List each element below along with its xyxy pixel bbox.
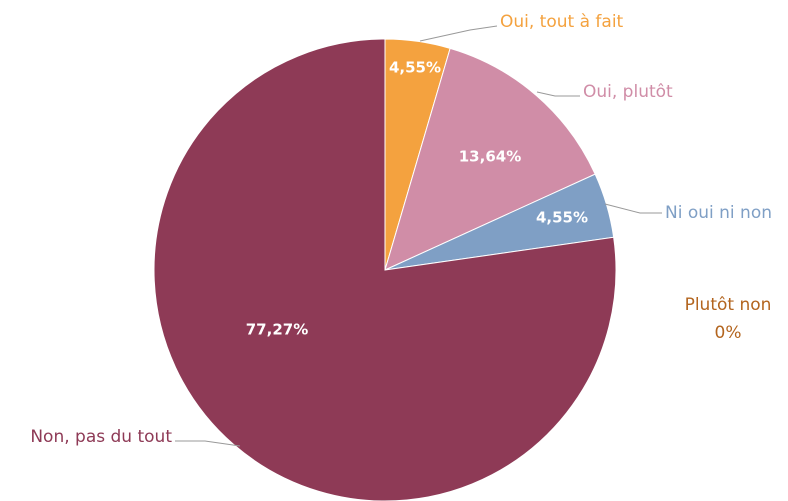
category-label: Ni oui ni non [665, 203, 772, 223]
leader-line [604, 203, 662, 214]
leader-line [419, 25, 498, 42]
value-label: 4,55% [389, 59, 441, 77]
leader-line [175, 440, 241, 447]
category-label: Oui, plutôt [583, 82, 673, 102]
category-label: Plutôt non [685, 295, 772, 315]
value-label: 77,27% [246, 321, 308, 339]
leader-line [536, 91, 580, 97]
pie-slice [153, 38, 617, 501]
category-label: Non, pas du tout [30, 427, 172, 447]
pie-slice [384, 47, 596, 271]
value-label: 4,55% [536, 209, 588, 227]
value-label: 13,64% [459, 148, 521, 166]
value-label: 0% [715, 323, 742, 343]
category-label: Oui, tout à fait [500, 12, 624, 32]
